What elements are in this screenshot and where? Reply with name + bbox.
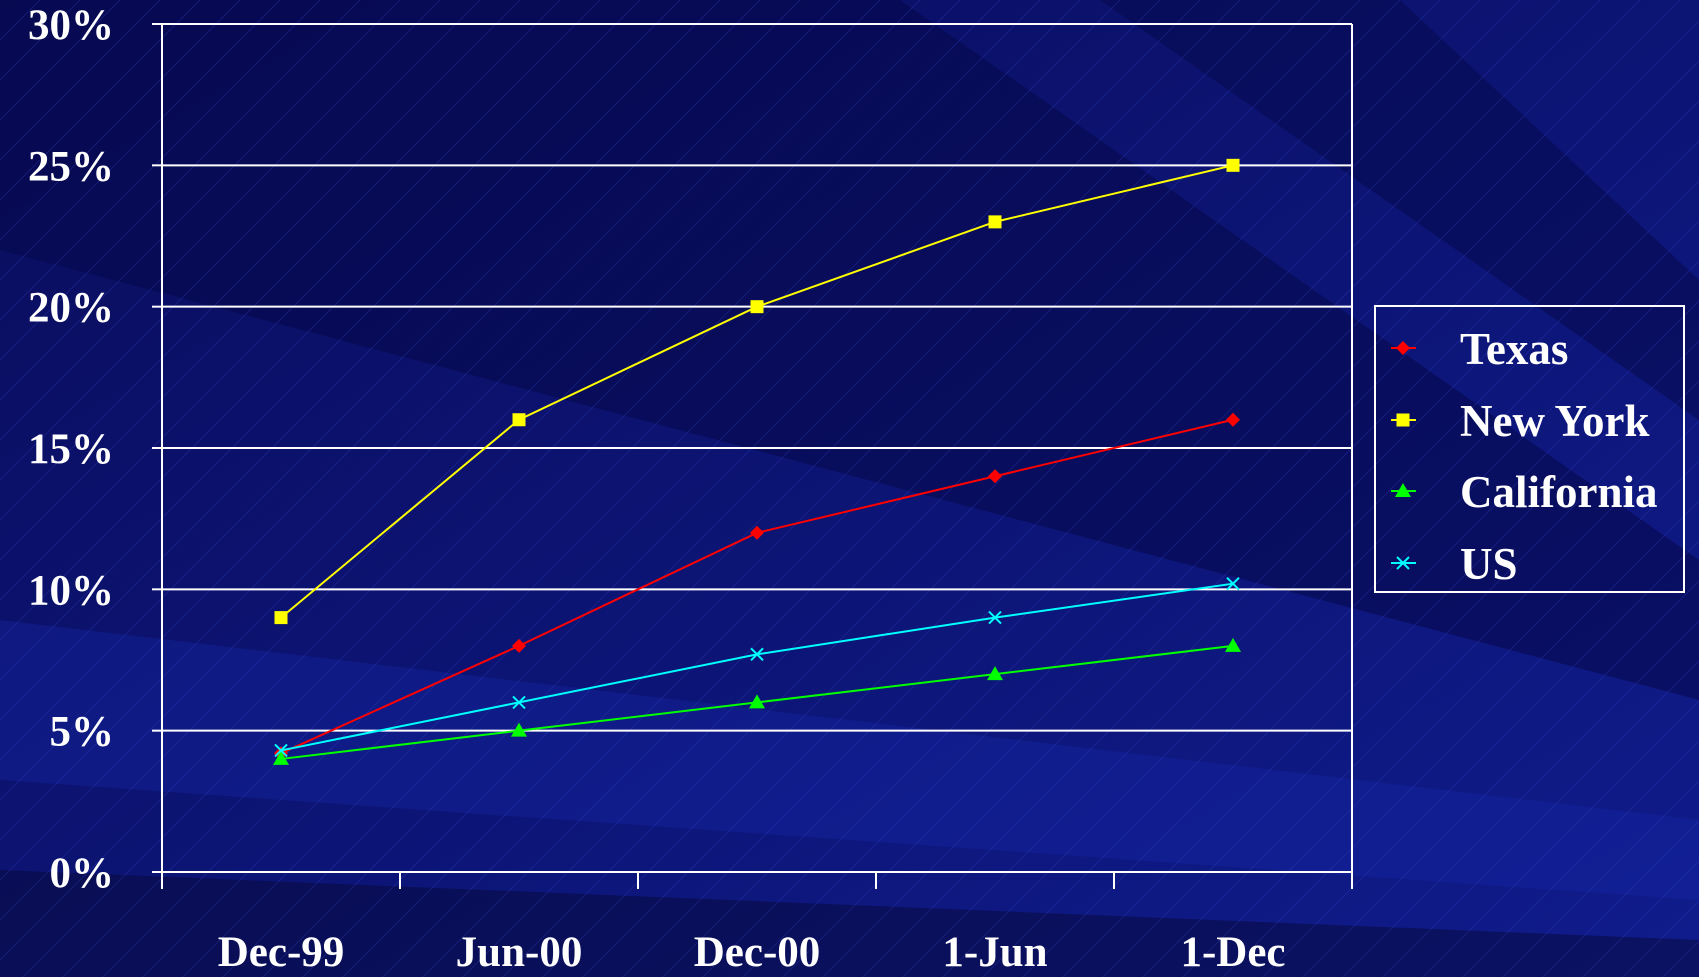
data-point-california: [273, 750, 289, 765]
legend-label-us: US: [1460, 539, 1518, 589]
y-axis-tick-labels: 0% 5% 10% 15% 20% 25% 30%: [28, 2, 114, 897]
x-tick-label: Jun-00: [456, 929, 583, 976]
data-point-california: [987, 666, 1003, 681]
legend-item-us: US: [1391, 539, 1518, 589]
data-point-texas: [750, 525, 764, 540]
legend-marker-new-york: [1396, 413, 1410, 427]
legend-item-california: California: [1391, 467, 1658, 517]
y-tick-label: 0%: [50, 850, 115, 897]
legend-marker-california: [1395, 483, 1411, 497]
axes: [152, 23, 1353, 889]
data-point-california: [511, 722, 527, 737]
y-tick-label: 30%: [28, 2, 114, 49]
legend-marker-texas: [1396, 341, 1410, 355]
data-point-new-york: [274, 611, 288, 625]
legend-item-texas: Texas: [1391, 324, 1568, 374]
data-point-us: [512, 695, 526, 710]
legend-label-texas: Texas: [1460, 324, 1568, 374]
data-point-us: [750, 647, 764, 662]
data-point-new-york: [512, 413, 526, 427]
legend-label-new-york: New York: [1460, 396, 1650, 446]
y-tick-label: 15%: [28, 426, 114, 473]
legend-box: [1374, 305, 1685, 593]
legend-marker-us: [1396, 556, 1410, 570]
x-tick-label: Dec-99: [218, 929, 345, 976]
series-new-york: [274, 158, 1240, 625]
y-tick-label: 5%: [50, 709, 115, 756]
data-point-us: [988, 610, 1002, 625]
data-point-texas: [988, 469, 1002, 484]
data-point-new-york: [988, 215, 1002, 229]
data-point-new-york: [750, 300, 764, 314]
series-california: [273, 637, 1241, 765]
legend: Texas New York California US: [1374, 305, 1685, 593]
x-tick-label: Dec-00: [694, 929, 821, 976]
series: [273, 158, 1241, 765]
y-tick-label: 20%: [28, 285, 114, 332]
legend-label-california: California: [1460, 467, 1658, 517]
x-axis-tick-labels: Dec-99 Jun-00 Dec-00 1-Jun 1-Dec: [218, 929, 1286, 976]
series-us: [274, 576, 1240, 758]
y-tick-label: 25%: [28, 143, 114, 190]
data-point-california: [1225, 637, 1241, 652]
legend-item-new-york: New York: [1391, 396, 1650, 446]
y-tick-label: 10%: [28, 567, 114, 614]
data-point-us: [274, 743, 288, 758]
data-point-new-york: [1226, 158, 1240, 172]
data-point-california: [749, 694, 765, 709]
x-tick-label: 1-Dec: [1180, 929, 1285, 976]
data-point-texas: [1226, 412, 1240, 427]
x-tick-label: 1-Jun: [942, 929, 1047, 976]
data-point-texas: [512, 638, 526, 653]
data-point-us: [1226, 576, 1240, 591]
